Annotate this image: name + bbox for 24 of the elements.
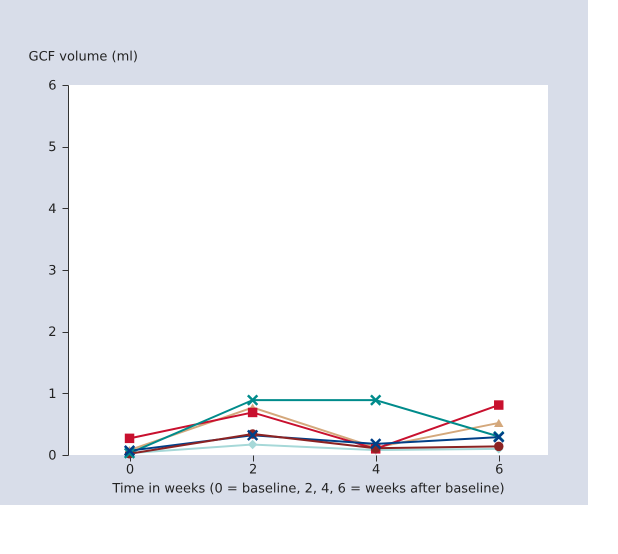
point	[248, 408, 258, 418]
point	[124, 444, 136, 457]
point	[248, 440, 258, 450]
y-tick-label: 2	[48, 325, 56, 340]
y-tick-label: 3	[48, 264, 56, 278]
y-tick-label: 4	[48, 202, 56, 217]
y-tick-label: 1	[48, 386, 56, 402]
y-tick-label: 0	[48, 448, 56, 464]
point	[124, 434, 134, 444]
y-tick-label: 6	[48, 78, 56, 94]
x-tick-label: 4	[372, 462, 380, 478]
x-axis-title: Time in weeks (0 = baseline, 2, 4, 6 = weeks after baseline)	[111, 482, 505, 496]
point	[494, 442, 504, 452]
y-axis-title: GCF volume (ml)	[28, 50, 138, 64]
x-tick-label: 0	[126, 462, 134, 478]
point	[494, 418, 504, 428]
x-tick-label: 2	[248, 462, 258, 478]
y-tick-label: 5	[48, 140, 56, 156]
point	[370, 394, 382, 406]
point	[246, 429, 259, 442]
point	[494, 400, 504, 410]
point	[246, 394, 259, 406]
x-tick-label: 6	[495, 462, 504, 478]
point	[370, 438, 382, 450]
